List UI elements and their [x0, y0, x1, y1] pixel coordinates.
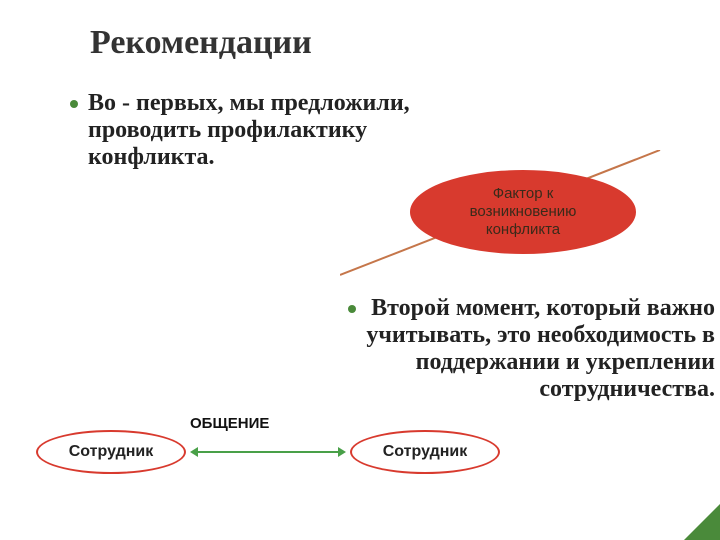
slide-title: Рекомендации: [90, 24, 312, 62]
communication-label: ОБЩЕНИЕ: [190, 415, 269, 432]
employee-oval-left: Сотрудник: [36, 430, 186, 474]
bullet-2-text: Второй момент, который важноучитывать, э…: [366, 295, 715, 403]
corner-decoration: [684, 504, 720, 540]
employee-left-text: Сотрудник: [69, 443, 154, 461]
employee-oval-right: Сотрудник: [350, 430, 500, 474]
double-arrow: [190, 442, 346, 462]
employee-right-text: Сотрудник: [383, 443, 468, 461]
bullet-1-dot: [70, 100, 78, 108]
slide: Рекомендации Во - первых, мы предложили,…: [0, 0, 720, 540]
factor-oval-text: Фактор квозникновениюконфликта: [470, 185, 577, 239]
factor-oval: Фактор квозникновениюконфликта: [410, 170, 636, 254]
bullet-2: Второй момент, который важноучитывать, э…: [255, 295, 715, 403]
bullet-2-dot: [348, 305, 356, 313]
